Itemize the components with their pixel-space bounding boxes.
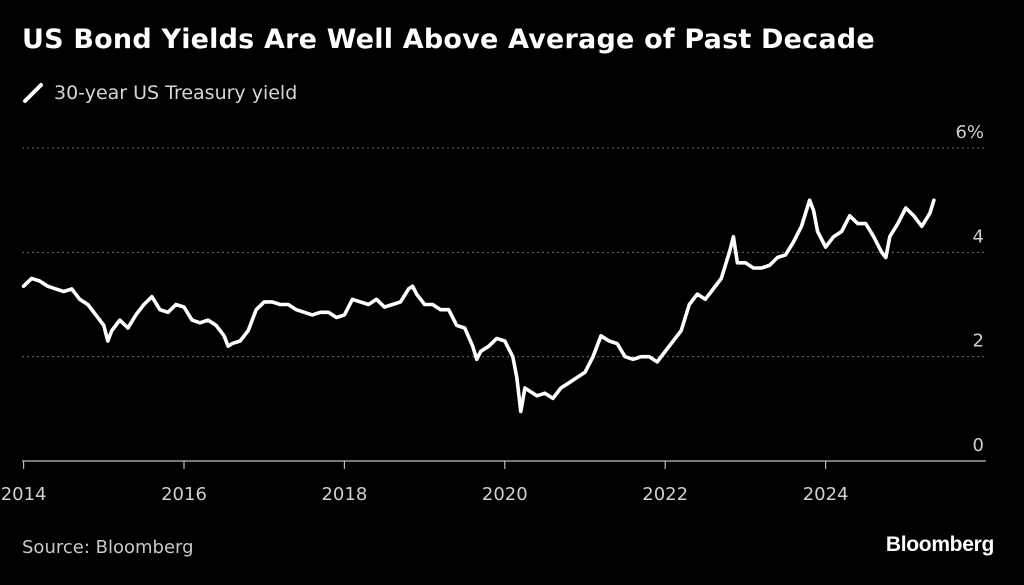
- legend: 30-year US Treasury yield: [22, 82, 297, 104]
- legend-series-label: 30-year US Treasury yield: [54, 82, 298, 104]
- x-tick-label-3: 2020: [482, 484, 528, 505]
- brand-logo: Bloomberg: [885, 533, 994, 556]
- y-tick-label-1: 4: [973, 226, 984, 247]
- legend-line-swatch-icon: [23, 83, 43, 103]
- series-line-0: [21, 198, 936, 414]
- chart-title: US Bond Yields Are Well Above Average of…: [22, 24, 875, 55]
- y-tick-label-2: 2: [973, 331, 984, 352]
- source-note: Source: Bloomberg: [22, 537, 194, 558]
- y-tick-label-3: 0: [973, 435, 984, 456]
- y-tick-label-0: 6%: [955, 122, 984, 143]
- x-tick-label-2: 2018: [321, 484, 367, 505]
- x-tick-label-4: 2022: [642, 484, 688, 505]
- x-tick-label-5: 2024: [803, 484, 849, 505]
- x-tick-label-1: 2016: [161, 484, 207, 505]
- x-tick-label-0: 2014: [1, 484, 47, 505]
